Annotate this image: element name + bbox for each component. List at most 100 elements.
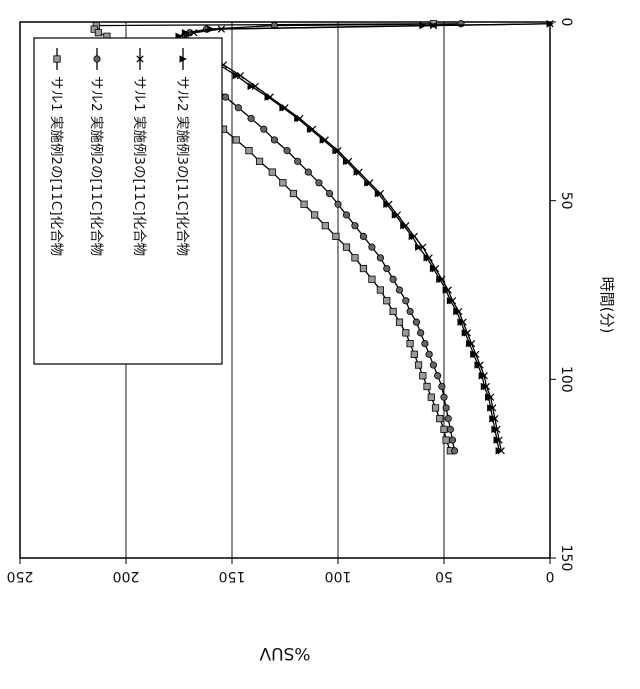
data-point-square xyxy=(395,318,404,326)
data-point-square xyxy=(406,339,414,348)
data-point-triangle xyxy=(429,264,438,273)
data-point-square xyxy=(268,168,276,176)
legend-box xyxy=(33,37,223,365)
data-point-x xyxy=(251,82,259,90)
data-point-triangle xyxy=(306,125,315,133)
data-point-triangle xyxy=(442,286,450,294)
data-point-circle xyxy=(315,179,323,187)
data-point-circle xyxy=(444,415,452,423)
data-point-square xyxy=(53,55,61,63)
data-point-circle xyxy=(421,339,429,348)
series-2 xyxy=(177,20,465,455)
data-point-triangle xyxy=(493,436,501,444)
legend-label: サル1 実施例2の[11C]化合物 xyxy=(48,76,64,256)
data-point-circle xyxy=(283,147,291,155)
data-point-triangle xyxy=(294,114,302,123)
data-point-triangle xyxy=(423,254,431,262)
data-point-triangle xyxy=(470,350,478,359)
data-point-square xyxy=(332,232,340,240)
data-point-triangle xyxy=(491,425,499,434)
data-point-square xyxy=(232,136,240,144)
time-axis-ticks: 0 50 100 150 xyxy=(550,18,574,572)
data-point-square xyxy=(414,361,423,369)
time-tick-label: 150 xyxy=(558,545,574,572)
data-point-circle xyxy=(342,211,351,219)
data-point-triangle xyxy=(474,361,482,369)
data-point-square xyxy=(376,286,385,294)
data-point-square xyxy=(410,350,418,358)
data-point-circle xyxy=(383,264,391,273)
data-point-triangle xyxy=(446,297,455,305)
data-point-triangle xyxy=(436,275,444,283)
data-point-triangle xyxy=(179,55,187,63)
data-point-square xyxy=(419,372,427,380)
data-point-triangle xyxy=(353,168,361,176)
data-point-triangle xyxy=(495,447,503,455)
data-point-triangle xyxy=(461,329,470,337)
data-point-triangle xyxy=(391,211,400,219)
data-point-triangle xyxy=(489,414,497,423)
data-point-circle xyxy=(222,93,230,101)
data-point-square xyxy=(359,264,368,273)
data-point-circle xyxy=(351,222,359,230)
legend-label: サル2 実施例2の[11C]化合物 xyxy=(88,76,104,256)
data-point-circle xyxy=(247,114,255,123)
data-point-circle xyxy=(450,447,459,455)
data-point-triangle xyxy=(364,179,372,187)
data-point-triangle xyxy=(247,82,255,91)
legend-item: サル1 実施例2の[11C]化合物 xyxy=(48,48,64,256)
legend-item: サル2 実施例3の[11C]化合物 xyxy=(174,48,190,256)
data-point-circle xyxy=(417,329,425,337)
data-point-triangle xyxy=(453,307,461,316)
data-point-circle xyxy=(434,372,442,380)
legend: サル1 実施例2の[11C]化合物 サル2 実施例2の[11C]化合物 サル1 実施… xyxy=(33,37,223,365)
data-point-triangle xyxy=(478,372,487,380)
data-point-square xyxy=(351,254,359,262)
data-point-circle xyxy=(234,104,242,112)
data-point-circle xyxy=(440,393,448,401)
data-point-circle xyxy=(359,232,368,240)
time-tick-label: 50 xyxy=(558,192,574,210)
time-tick-label: 100 xyxy=(558,366,574,393)
data-point-circle xyxy=(294,157,302,165)
legend-item: サル2 実施例2の[11C]化合物 xyxy=(88,48,104,256)
suv-tick-label: 250 xyxy=(7,568,34,584)
data-point-square xyxy=(440,425,448,433)
data-point-circle xyxy=(270,136,278,144)
data-point-square xyxy=(342,243,351,251)
data-point-x xyxy=(136,55,144,63)
suv-tick-label: 150 xyxy=(219,568,246,584)
data-point-triangle xyxy=(457,318,465,326)
data-point-triangle xyxy=(408,232,417,241)
data-point-triangle xyxy=(181,29,190,37)
suv-tick-label: 100 xyxy=(325,568,352,584)
data-point-triangle xyxy=(319,136,328,144)
data-point-square xyxy=(300,200,308,208)
data-point-triangle xyxy=(264,93,272,101)
data-point-square xyxy=(255,157,264,165)
suv-axis-label: %SUV xyxy=(259,643,310,663)
data-point-circle xyxy=(260,125,268,133)
data-point-triangle xyxy=(400,221,408,230)
suv-tick-label: 0 xyxy=(546,568,555,584)
data-point-circle xyxy=(448,436,457,444)
suv-axis-ticks: 0 50 100 150 200 250 xyxy=(7,558,555,584)
data-point-square xyxy=(442,436,450,444)
data-point-square xyxy=(311,211,319,219)
data-point-square xyxy=(289,189,298,198)
data-point-triangle xyxy=(415,243,423,251)
data-point-square xyxy=(389,307,397,316)
data-point-square xyxy=(402,329,410,337)
data-point-triangle xyxy=(465,339,474,348)
legend-label: サル2 実施例3の[11C]化合物 xyxy=(174,76,190,256)
data-point-square xyxy=(368,275,376,283)
data-point-triangle xyxy=(279,104,287,112)
data-point-triangle xyxy=(383,200,391,208)
data-point-triangle xyxy=(232,71,241,80)
time-axis-label: 時間(分) xyxy=(598,277,616,334)
suv-tick-label: 200 xyxy=(113,568,140,584)
data-point-circle xyxy=(406,307,414,316)
data-point-circle xyxy=(402,297,410,305)
data-point-circle xyxy=(429,361,437,369)
